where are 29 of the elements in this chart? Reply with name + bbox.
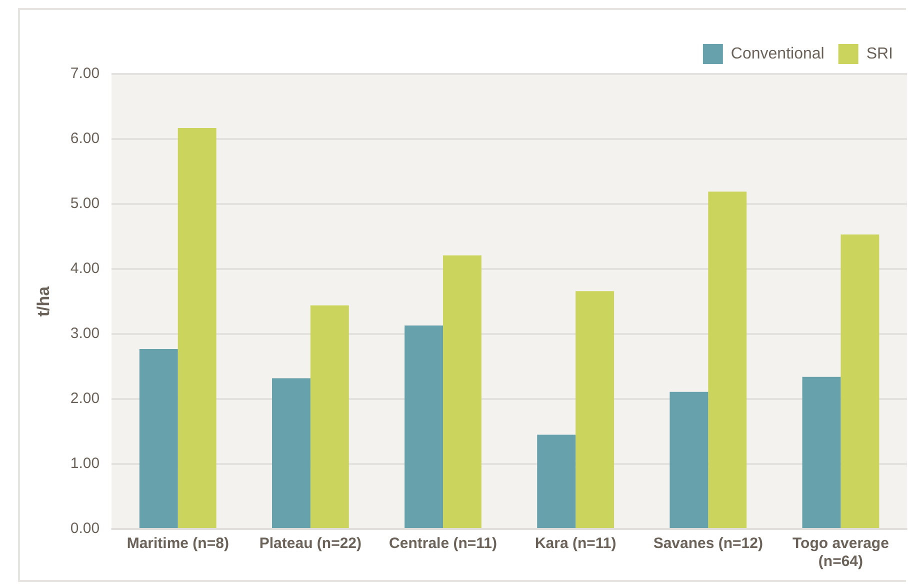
y-tick-label: 7.00 (70, 65, 100, 82)
y-tick-label: 4.00 (70, 260, 100, 278)
x-tick-label: Plateau (n=22) (259, 535, 362, 552)
x-tick-label: Kara (n=11) (534, 535, 616, 552)
bar (404, 326, 444, 528)
bar (576, 291, 614, 528)
bar (178, 128, 216, 528)
bar (310, 305, 349, 528)
bar (537, 434, 576, 528)
y-tick-label: 0.00 (70, 520, 100, 538)
x-tick-label: Togo average (n=64) (792, 535, 889, 570)
x-tick-label: Centrale (n=11) (389, 535, 497, 552)
x-tick-label: Maritime (n=8) (126, 535, 229, 552)
bar (443, 255, 482, 528)
bar (840, 234, 880, 528)
y-tick-label: 5.00 (70, 195, 100, 212)
y-tick-label: 1.00 (70, 455, 100, 472)
bar (272, 378, 310, 528)
x-tick-label: Savanes (n=12) (653, 535, 763, 552)
bar (708, 192, 747, 528)
y-tick-label: 3.00 (70, 325, 100, 342)
bar (139, 348, 178, 528)
y-tick-label: 6.00 (70, 130, 100, 148)
legend-label: SRI (866, 45, 893, 62)
bar (670, 392, 708, 528)
legend-label: Conventional (730, 45, 824, 62)
bar (802, 376, 841, 528)
y-tick-label: 2.00 (70, 390, 100, 408)
y-axis-title: t/ha (34, 286, 53, 317)
